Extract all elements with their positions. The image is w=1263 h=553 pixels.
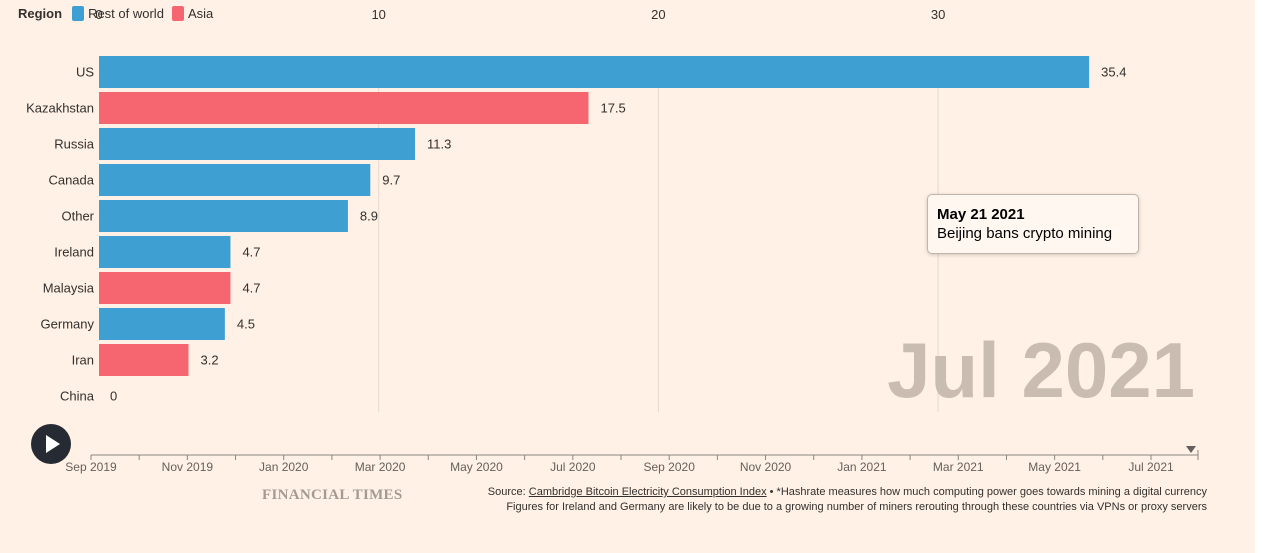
bar-value-label: 4.7 xyxy=(242,281,260,296)
legend-label-rest-of-world: Rest of world xyxy=(88,6,164,21)
source-line: Source: Cambridge Bitcoin Electricity Co… xyxy=(488,485,1207,500)
play-button[interactable] xyxy=(31,424,71,464)
bar-value-label: 4.7 xyxy=(242,245,260,260)
bar-value-label: 8.9 xyxy=(360,209,378,224)
legend-swatch-rest-of-world xyxy=(72,6,85,21)
category-label: Ireland xyxy=(54,245,94,260)
bars: US 35.4 Kazakhstan 17.5 Russia 11.3 Canada 9.7 O… xyxy=(26,56,1126,404)
x-axis-ticks: 0 10 20 30 xyxy=(95,7,945,22)
category-label: Russia xyxy=(54,137,95,152)
bar-value-label: 35.4 xyxy=(1101,65,1126,80)
source-prefix: Source: xyxy=(487,486,529,498)
bar[interactable] xyxy=(99,200,348,232)
timeline-handle[interactable] xyxy=(1186,446,1196,453)
category-label: China xyxy=(60,389,95,404)
legend-swatch-asia xyxy=(171,6,184,21)
bar[interactable] xyxy=(99,344,189,376)
bar[interactable] xyxy=(99,56,1090,88)
page-margin xyxy=(1255,0,1263,553)
timeline-label[interactable]: Jul 2021 xyxy=(1128,460,1174,474)
current-period-label: Jul 2021 xyxy=(887,326,1195,414)
event-annotation: May 21 2021 Beijing bans crypto mining xyxy=(927,194,1139,254)
x-tick-label: 30 xyxy=(931,7,945,22)
legend-label-asia: Asia xyxy=(187,6,214,21)
legend-title: Region xyxy=(18,6,63,21)
timeline-label[interactable]: Mar 2020 xyxy=(355,460,406,474)
timeline-label[interactable]: Sep 2020 xyxy=(643,460,695,474)
timeline-label[interactable]: May 2021 xyxy=(1028,460,1081,474)
bar-value-label: 4.5 xyxy=(237,317,255,332)
category-label: US xyxy=(76,65,94,80)
bar[interactable] xyxy=(99,92,589,124)
annotation-text: Beijing bans crypto mining xyxy=(937,225,1113,242)
category-label: Other xyxy=(61,209,94,224)
bar-value-label: 3.2 xyxy=(201,353,219,368)
bar[interactable] xyxy=(99,236,231,268)
timeline-label[interactable]: Jan 2021 xyxy=(837,460,887,474)
source-link[interactable]: Cambridge Bitcoin Electricity Consumptio… xyxy=(528,486,767,498)
x-tick-label: 10 xyxy=(371,7,385,22)
play-icon xyxy=(46,435,60,453)
bar-value-label: 11.3 xyxy=(427,137,451,152)
timeline-label[interactable]: Nov 2019 xyxy=(162,460,214,474)
timeline-label[interactable]: Mar 2021 xyxy=(933,460,984,474)
x-tick-label: 20 xyxy=(651,7,665,22)
timeline-label[interactable]: Nov 2020 xyxy=(740,460,792,474)
timeline-label[interactable]: May 2020 xyxy=(450,460,503,474)
timeline-slider[interactable]: Sep 2019 Nov 2019 Jan 2020 Mar 2020 May 2020… xyxy=(65,446,1199,474)
timeline-label[interactable]: Sep 2019 xyxy=(65,460,117,474)
bar-value-label: 9.7 xyxy=(382,173,400,188)
bar[interactable] xyxy=(99,128,416,160)
source-footnote: Figures for Ireland and Germany are like… xyxy=(506,501,1207,513)
annotation-date: May 21 2021 xyxy=(937,206,1025,223)
bar[interactable] xyxy=(99,308,225,340)
timeline-label[interactable]: Jan 2020 xyxy=(259,460,309,474)
legend: Region Rest of world Asia xyxy=(18,6,221,21)
bar-value-label: 0 xyxy=(110,389,117,404)
category-label: Kazakhstan xyxy=(26,101,94,116)
category-label: Malaysia xyxy=(43,281,95,296)
source-suffix: • *Hashrate measures how much computing … xyxy=(766,486,1207,498)
x-tick-label: 0 xyxy=(95,7,102,22)
bar-value-label: 17.5 xyxy=(600,101,625,116)
category-label: Iran xyxy=(72,353,94,368)
legend-item-asia[interactable]: Asia xyxy=(171,6,214,21)
source-note: Source: Cambridge Bitcoin Electricity Co… xyxy=(488,485,1207,515)
legend-item-rest-of-world[interactable]: Rest of world xyxy=(72,6,164,21)
category-label: Canada xyxy=(48,173,94,188)
bar[interactable] xyxy=(99,164,371,196)
bar[interactable] xyxy=(99,272,231,304)
ft-logo: FINANCIAL TIMES xyxy=(262,487,403,503)
category-label: Germany xyxy=(41,317,95,332)
timeline-label[interactable]: Jul 2020 xyxy=(550,460,596,474)
